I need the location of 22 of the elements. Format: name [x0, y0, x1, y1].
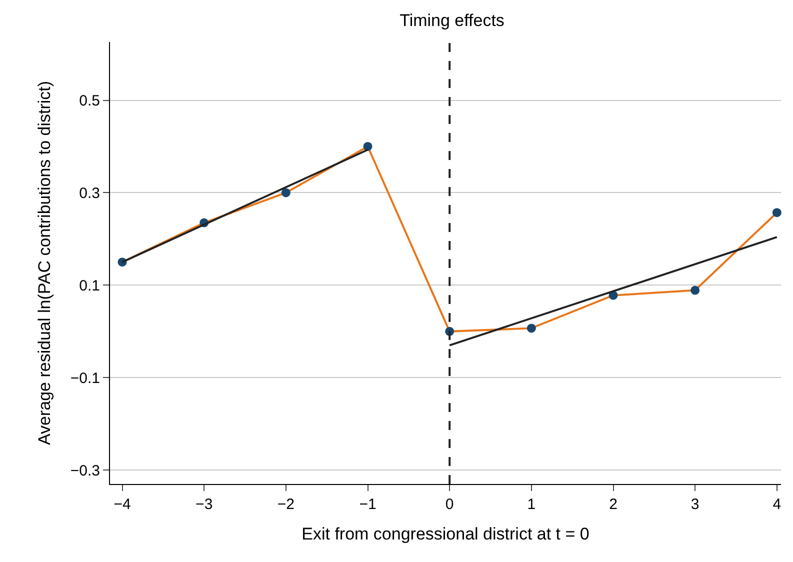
x-tick-label: −2	[277, 496, 294, 513]
chart-title: Timing effects	[400, 10, 504, 30]
x-axis-title: Exit from congressional district at t = 0	[302, 524, 590, 544]
y-axis-title: Average residual ln(PAC contributions to district)	[34, 80, 54, 446]
x-tick-label: 2	[609, 496, 618, 513]
y-tick-label: 0.5	[79, 92, 100, 110]
point	[526, 324, 536, 333]
y-tick-label: 0.1	[79, 277, 100, 294]
x-tick-label: −1	[359, 496, 376, 513]
x-tick-label: 3	[690, 496, 700, 513]
x-tick-label: 1	[527, 496, 536, 513]
point	[772, 208, 782, 218]
x-tick-label: −4	[114, 496, 131, 513]
y-tick-label: −0.3	[70, 462, 100, 480]
x-tick-label: 4	[772, 496, 782, 513]
point	[281, 188, 290, 198]
y-tick-label: 0.3	[79, 184, 100, 202]
y-tick-label: −0.1	[70, 370, 100, 387]
point	[690, 286, 700, 295]
point	[363, 142, 372, 151]
x-tick-label: 0	[445, 496, 454, 513]
x-tick-label: −3	[196, 496, 213, 513]
